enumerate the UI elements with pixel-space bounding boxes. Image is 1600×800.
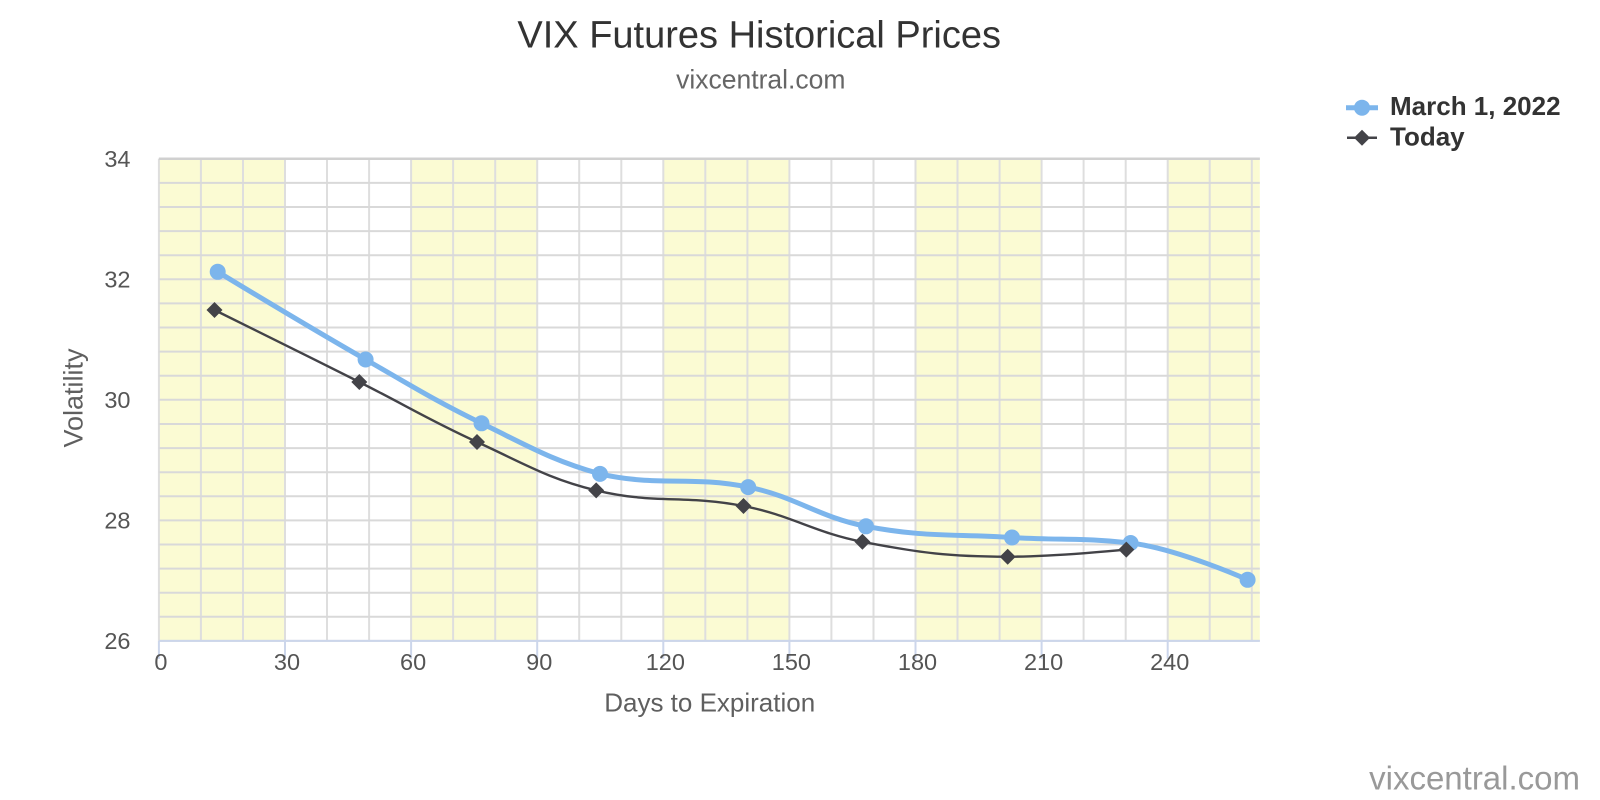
svg-text:210: 210 (1024, 649, 1063, 675)
svg-text:240: 240 (1150, 649, 1189, 675)
svg-text:VIX Futures Historical Prices: VIX Futures Historical Prices (517, 14, 1001, 56)
svg-text:150: 150 (772, 649, 811, 675)
svg-text:0: 0 (154, 649, 167, 675)
svg-text:90: 90 (526, 649, 552, 675)
svg-text:120: 120 (646, 649, 685, 675)
svg-text:Volatility: Volatility (59, 348, 89, 448)
svg-text:34: 34 (104, 146, 130, 172)
svg-text:28: 28 (104, 508, 130, 534)
svg-text:March 1, 2022: March 1, 2022 (1390, 91, 1561, 121)
svg-text:60: 60 (400, 649, 426, 675)
svg-text:180: 180 (898, 649, 937, 675)
svg-text:30: 30 (274, 649, 300, 675)
svg-text:32: 32 (104, 267, 130, 293)
svg-text:Today: Today (1390, 121, 1465, 151)
svg-text:Days to Expiration: Days to Expiration (604, 688, 815, 718)
svg-text:vixcentral.com: vixcentral.com (676, 65, 845, 95)
svg-text:30: 30 (104, 387, 130, 413)
svg-text:vixcentral.com: vixcentral.com (1369, 759, 1580, 796)
svg-text:26: 26 (104, 628, 130, 654)
